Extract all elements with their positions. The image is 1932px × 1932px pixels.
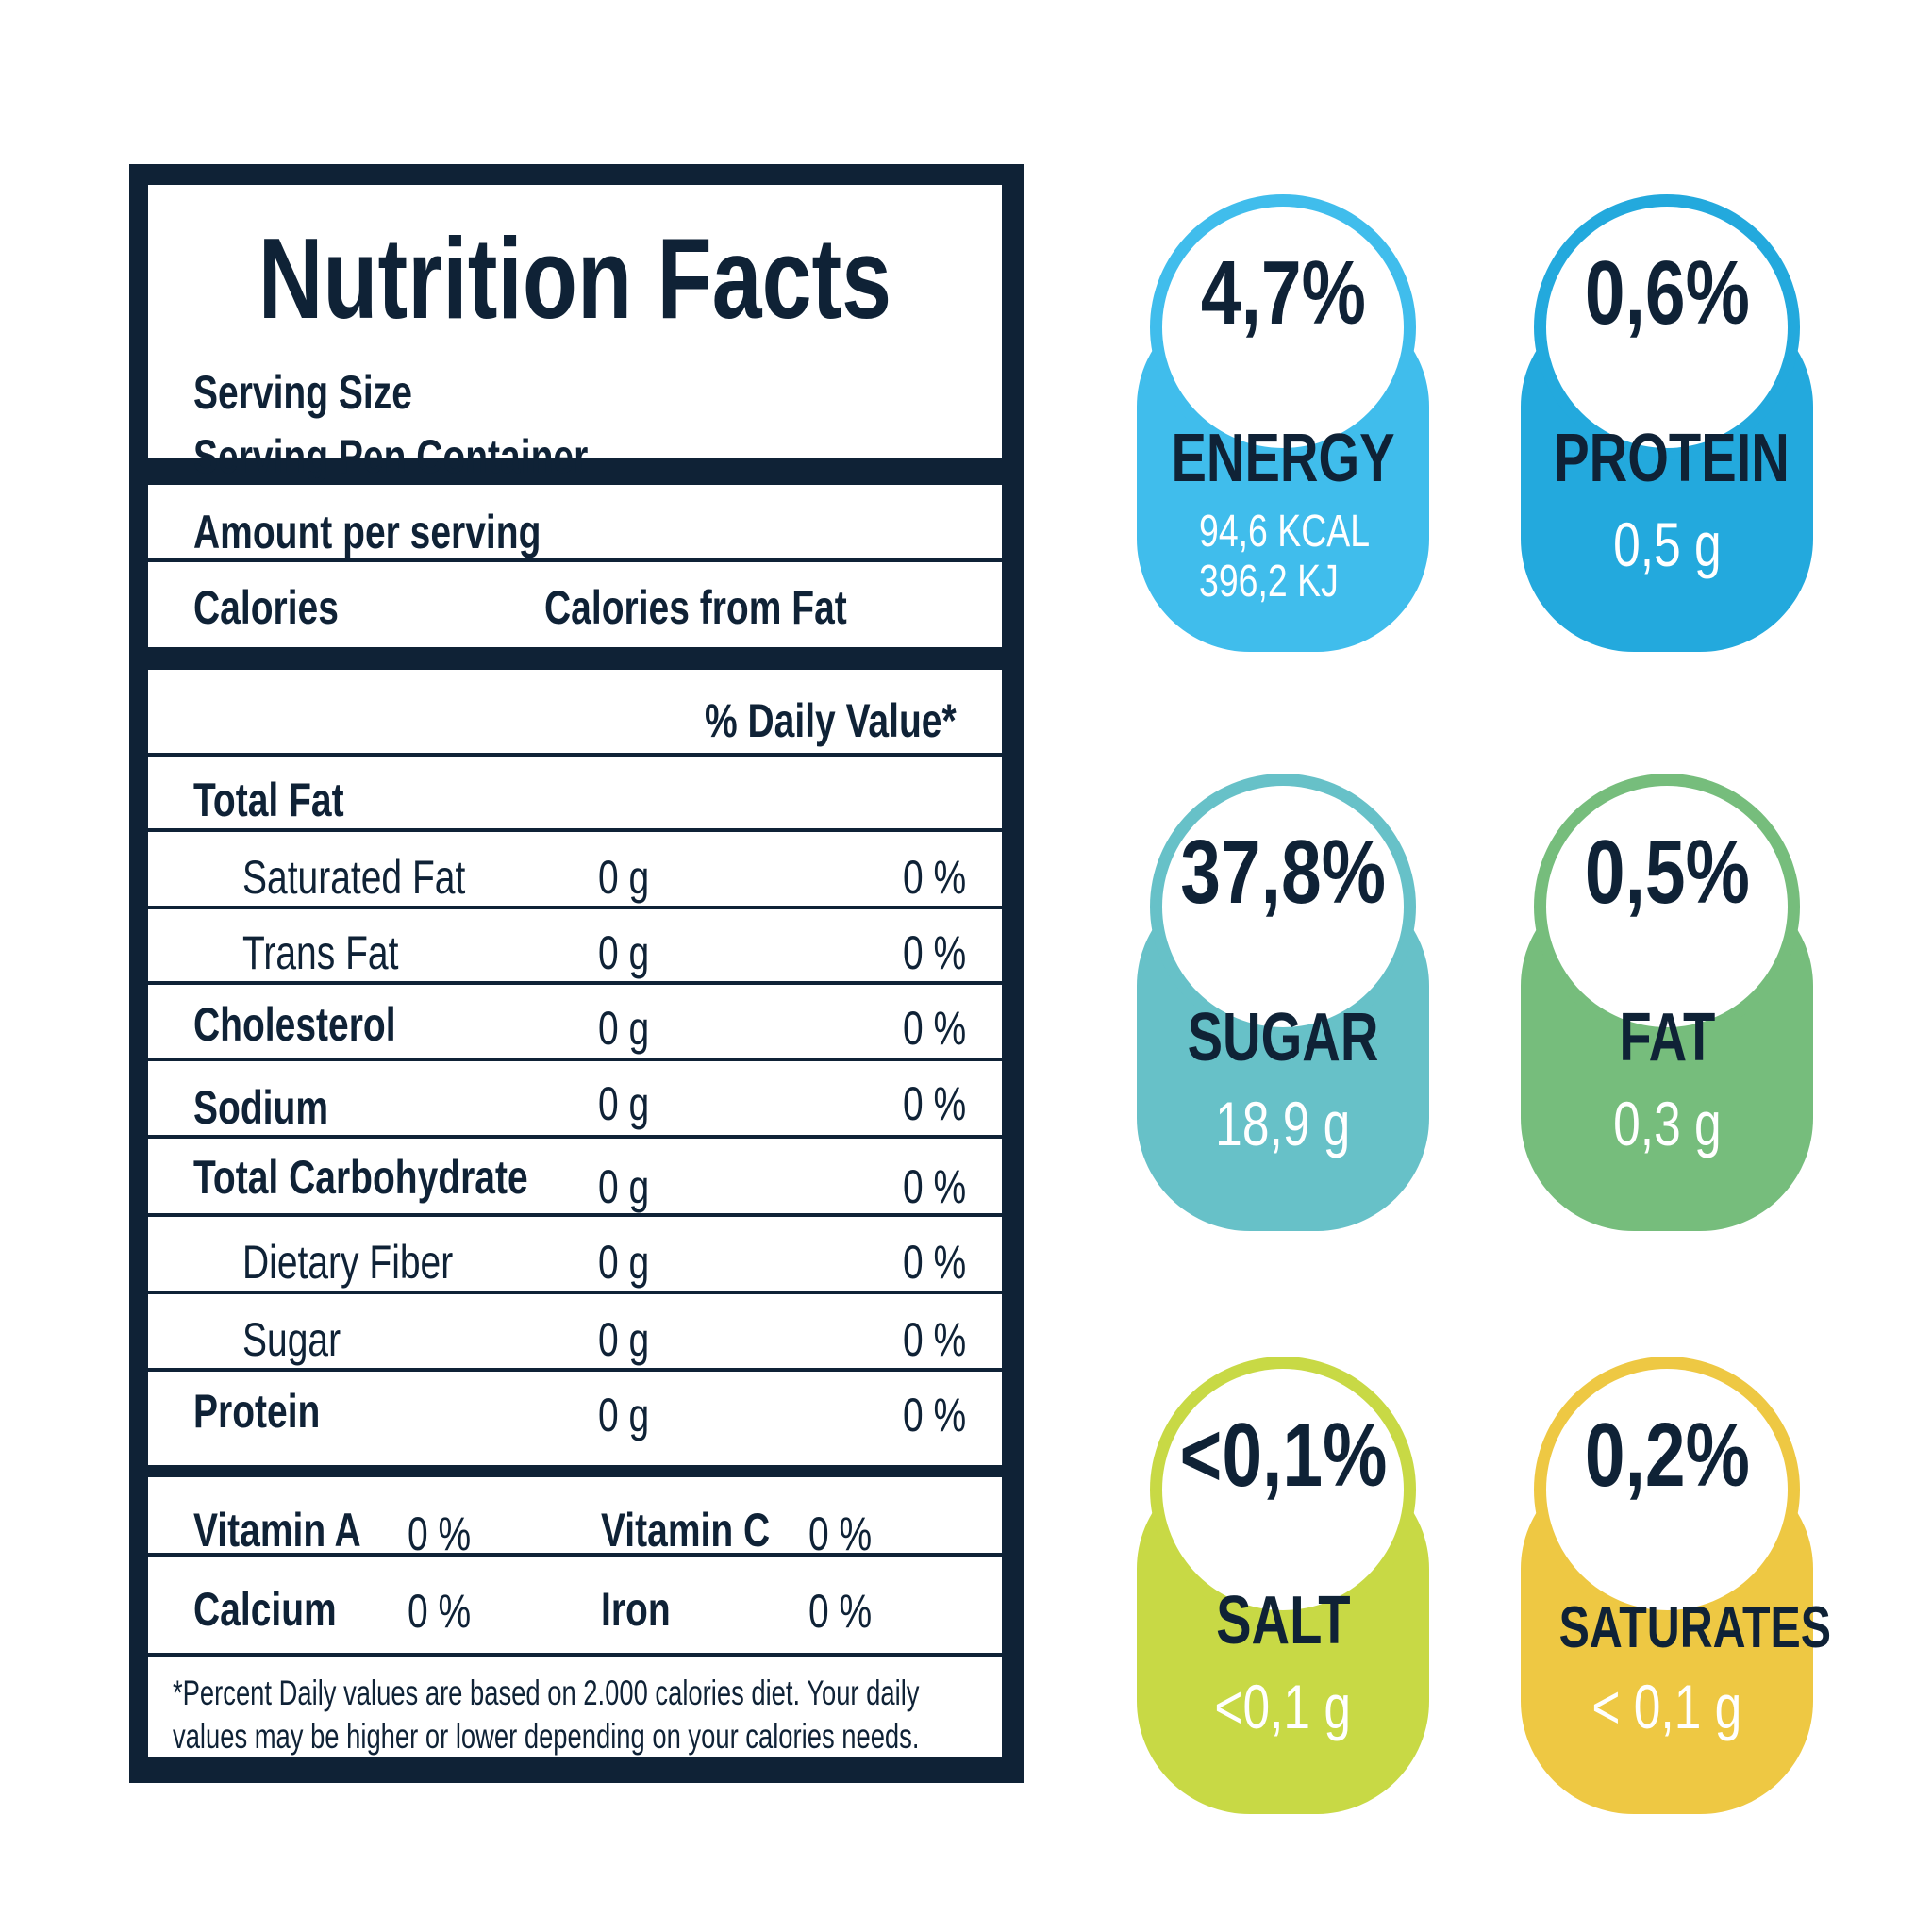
calories-label: Calories xyxy=(193,581,339,634)
badge-value-line: 94,6 KCAL xyxy=(1199,507,1371,557)
protein-badge: 0,6% PROTEIN 0,5 g xyxy=(1521,194,1813,652)
divider xyxy=(148,1553,1002,1557)
badge-value: 18,9 g xyxy=(1215,1089,1351,1158)
nutrient-daily-value: 0 % xyxy=(903,1389,967,1441)
badge-percent: 4,7% xyxy=(1200,242,1366,343)
divider xyxy=(148,1291,1002,1294)
daily-value-header: % Daily Value* xyxy=(705,694,957,747)
badge-value: 0,5 g xyxy=(1612,509,1722,579)
badge-inner-circle xyxy=(1170,214,1396,441)
divider xyxy=(148,753,1002,757)
nutrient-daily-value: 0 % xyxy=(903,851,967,904)
vitamins-panel: Vitamin A 0 % Vitamin C 0 % Calcium 0 % … xyxy=(148,1477,1002,1757)
badge-percent: 0,5% xyxy=(1584,822,1750,923)
label-title: Nutrition Facts xyxy=(258,214,892,342)
label-header-panel: Nutrition Facts Serving Size Serving Pen… xyxy=(148,185,1002,483)
divider xyxy=(148,828,1002,832)
vitamin-c-value: 0 % xyxy=(808,1507,873,1560)
badge-inner-circle xyxy=(1170,1376,1396,1603)
nutrient-amount: 0 g xyxy=(598,1160,650,1213)
badge-inner-circle xyxy=(1554,214,1780,441)
badge-percent: 0,6% xyxy=(1584,242,1750,343)
sugar-badge: 37,8% SUGAR 18,9 g xyxy=(1137,774,1429,1231)
servings-per-container: Serving Pen Container xyxy=(193,430,589,483)
iron-value: 0 % xyxy=(808,1585,873,1638)
calories-from-fat-label: Calories from Fat xyxy=(544,581,847,634)
nutrient-name: Dietary Fiber xyxy=(242,1236,454,1289)
badge-name: FAT xyxy=(1619,1000,1715,1075)
badge-name: SALT xyxy=(1215,1583,1351,1658)
vitamin-a-label: Vitamin A xyxy=(193,1504,361,1557)
badge-percent: 37,8% xyxy=(1180,822,1386,923)
fat-badge: 0,5% FAT 0,3 g xyxy=(1521,774,1813,1231)
badge-name: SUGAR xyxy=(1187,1000,1379,1075)
divider xyxy=(148,1213,1002,1217)
nutrient-daily-value: 0 % xyxy=(903,1160,967,1213)
badge-inner-circle xyxy=(1554,793,1780,1020)
badge-value-line: 396,2 KJ xyxy=(1199,557,1339,607)
nutrient-amount: 0 g xyxy=(598,851,650,904)
calcium-value: 0 % xyxy=(408,1585,472,1638)
nutrient-amount: 0 g xyxy=(598,926,650,979)
divider xyxy=(148,558,1002,562)
badge-value: 0,3 g xyxy=(1612,1089,1722,1158)
nutrient-name: Saturated Fat xyxy=(242,851,466,904)
badge-inner-circle xyxy=(1554,1376,1780,1603)
nutrient-name: Sugar xyxy=(242,1313,341,1366)
nutrient-amount: 0 g xyxy=(598,1389,650,1441)
vitamin-a-value: 0 % xyxy=(408,1507,472,1560)
footnote: *Percent Daily values are based on 2.000… xyxy=(173,1672,1210,1758)
divider xyxy=(148,906,1002,909)
badge-name: SATURATES xyxy=(1558,1595,1832,1660)
footnote-line: values may be higher or lower depending … xyxy=(173,1717,920,1756)
nutrient-rows-panel: % Daily Value* Total Fat Saturated Fat 0… xyxy=(148,670,1002,1465)
badge-inner-circle xyxy=(1170,793,1396,1020)
footnote-line: *Percent Daily values are based on 2.000… xyxy=(173,1674,920,1712)
serving-size: Serving Size xyxy=(193,366,412,419)
nutrient-name: Cholesterol xyxy=(193,998,396,1051)
nutrient-daily-value: 0 % xyxy=(903,926,967,979)
amount-per-serving: Amount per serving xyxy=(193,506,541,558)
iron-label: Iron xyxy=(601,1583,671,1636)
nutrient-name: Trans Fat xyxy=(242,926,399,979)
divider xyxy=(148,1135,1002,1139)
calcium-label: Calcium xyxy=(193,1583,337,1636)
nutrient-amount: 0 g xyxy=(598,1236,650,1289)
saturates-badge: 0,2% SATURATES < 0,1 g xyxy=(1521,1357,1832,1814)
nutrient-name: Total Carbohydrate xyxy=(193,1151,528,1204)
divider xyxy=(148,981,1002,985)
divider xyxy=(148,1368,1002,1372)
badge-percent: 0,2% xyxy=(1584,1405,1750,1506)
badge-value: <0,1 g xyxy=(1214,1672,1352,1741)
divider xyxy=(148,1058,1002,1061)
salt-badge: <0,1% SALT <0,1 g xyxy=(1137,1357,1429,1814)
nutrient-name: Sodium xyxy=(193,1081,328,1134)
energy-badge: 4,7% ENERGY 94,6 KCAL 396,2 KJ xyxy=(1137,194,1429,652)
total-fat-label: Total Fat xyxy=(193,774,344,826)
nutrition-facts-label: Nutrition Facts Serving Size Serving Pen… xyxy=(129,164,1024,1783)
nutrient-amount: 0 g xyxy=(598,1077,650,1130)
nutrient-name: Protein xyxy=(193,1385,321,1438)
badge-name: PROTEIN xyxy=(1554,421,1790,496)
nutrient-daily-value: 0 % xyxy=(903,1002,967,1055)
vitamin-c-label: Vitamin C xyxy=(601,1504,771,1557)
nutrient-amount: 0 g xyxy=(598,1313,650,1366)
amount-panel: Amount per serving Calories Calories fro… xyxy=(148,485,1002,647)
badge-value: < 0,1 g xyxy=(1591,1672,1742,1741)
badge-name: ENERGY xyxy=(1171,421,1395,496)
badge-percent: <0,1% xyxy=(1179,1405,1387,1506)
nutrient-daily-value: 0 % xyxy=(903,1313,967,1366)
nutrient-daily-value: 0 % xyxy=(903,1077,967,1130)
divider xyxy=(148,1653,1002,1657)
nutrient-daily-value: 0 % xyxy=(903,1236,967,1289)
nutrient-amount: 0 g xyxy=(598,1002,650,1055)
